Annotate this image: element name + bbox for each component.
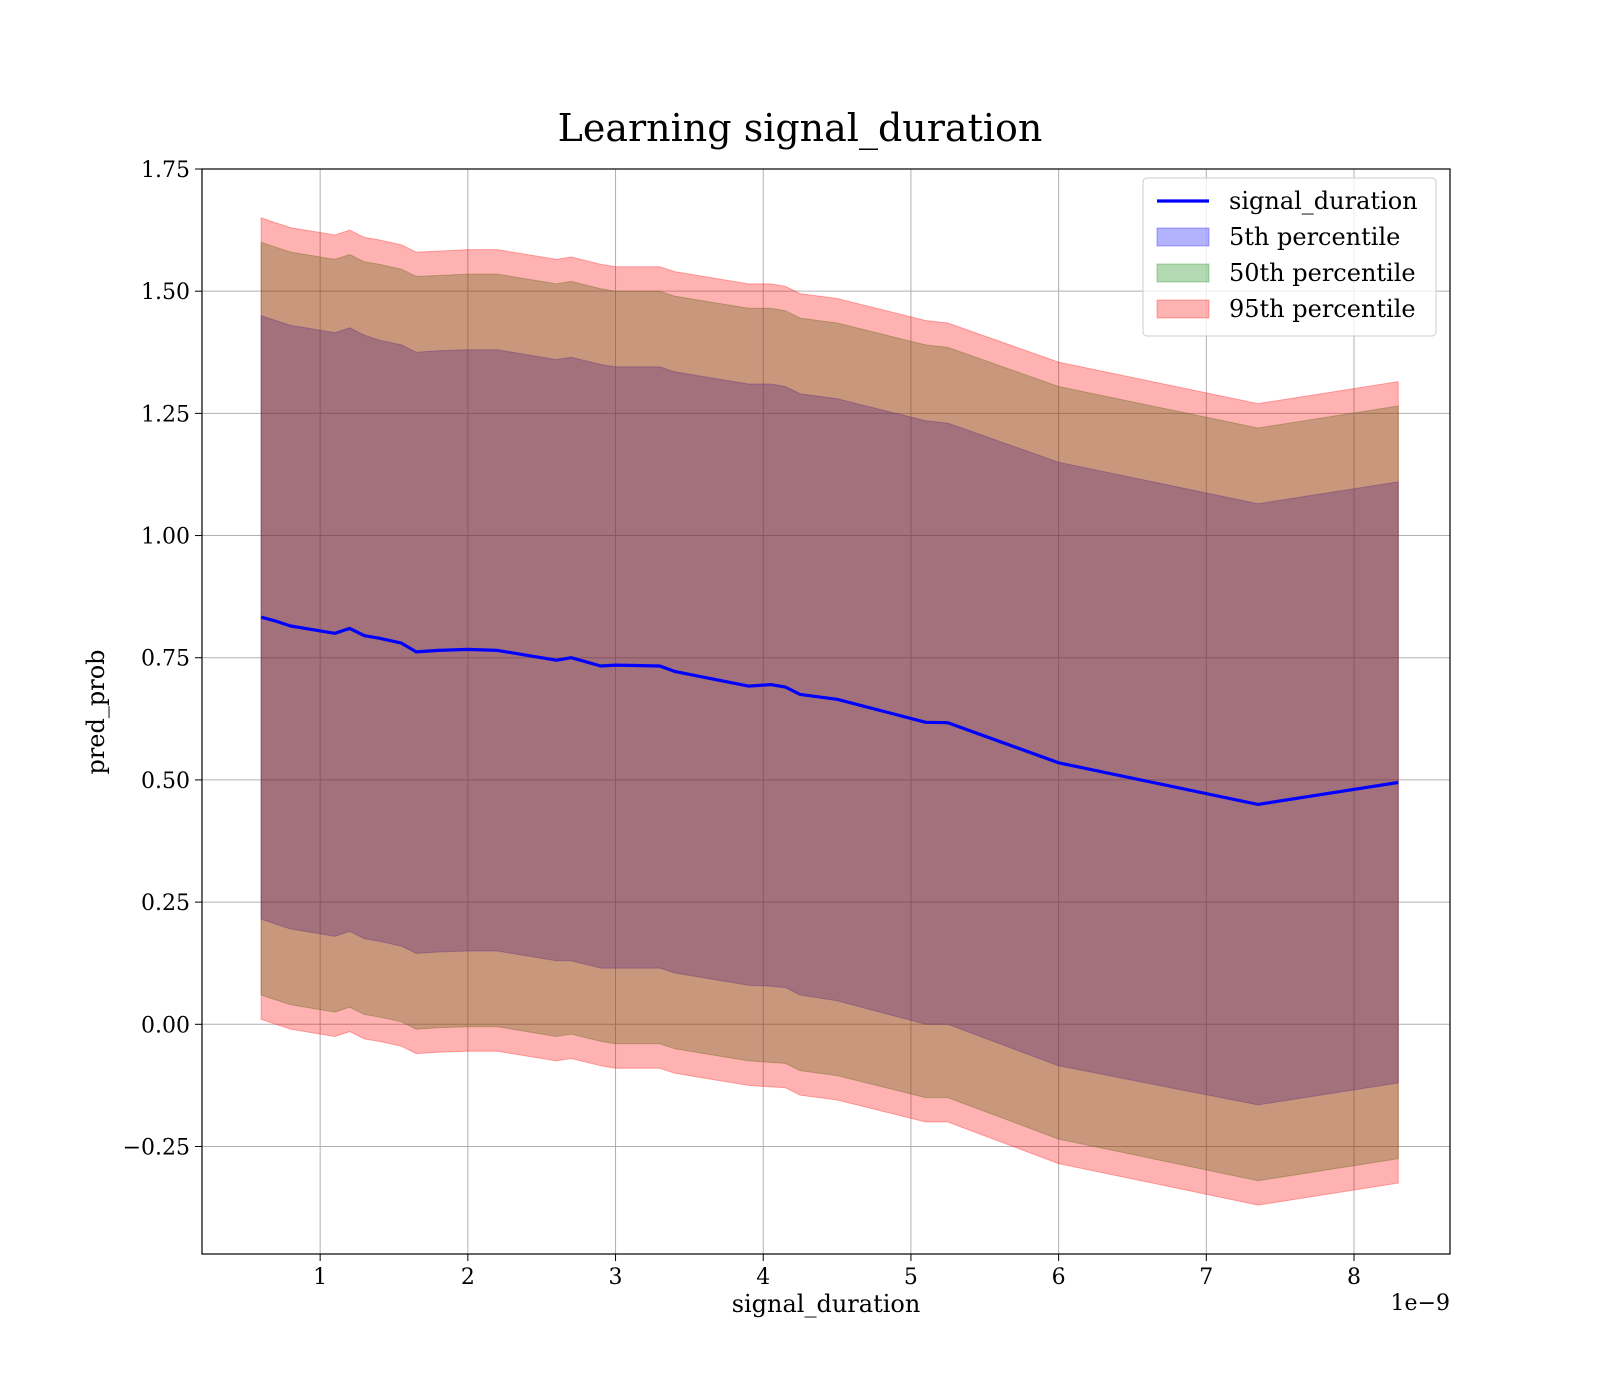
x-axis-ticks: 1 2 3 4 5 6 7 8 [313, 1254, 1361, 1290]
x-tick-label-7: 8 [1347, 1265, 1361, 1290]
band-5th-percentile [260, 314, 1399, 1106]
y-tick-label-6: 1.25 [141, 402, 190, 427]
y-axis-label: pred_prob [82, 649, 110, 774]
x-tick-label-4: 5 [904, 1265, 918, 1290]
legend-label-0: signal_duration [1229, 187, 1418, 215]
legend-label-2: 50th percentile [1229, 259, 1416, 287]
chart-title: Learning signal_duration [558, 106, 1043, 151]
legend-swatch-1 [1156, 227, 1210, 247]
legend-swatch-2 [1156, 263, 1210, 283]
x-tick-label-3: 4 [756, 1265, 770, 1290]
legend-box [1142, 177, 1437, 337]
series-lines [260, 615, 1399, 807]
x-tick-label-0: 1 [313, 1265, 327, 1290]
x-axis-label: signal_duration [732, 1290, 921, 1318]
band-50th-percentile [260, 241, 1399, 1182]
y-tick-label-2: 0.25 [141, 891, 190, 916]
y-axis-ticks: −0.25 0.00 0.25 0.50 0.75 1.00 1.25 1.50 1.75 [123, 158, 202, 1160]
legend: signal_duration 5th percentile 50th percen… [1142, 177, 1437, 337]
legend-label-3: 95th percentile [1229, 295, 1416, 323]
y-tick-label-8: 1.75 [141, 158, 190, 183]
line-signal_duration [260, 615, 1399, 807]
y-tick-label-0: −0.25 [123, 1135, 190, 1160]
x-axis-offset-text: 1e−9 [1391, 1291, 1450, 1316]
x-tick-label-5: 6 [1052, 1265, 1066, 1290]
y-tick-label-4: 0.75 [141, 647, 190, 672]
plot-frame [201, 168, 1451, 1255]
band-95th-percentile [260, 217, 1399, 1206]
x-tick-label-2: 3 [609, 1265, 623, 1290]
x-tick-label-6: 7 [1199, 1265, 1213, 1290]
y-tick-label-5: 1.00 [141, 525, 190, 550]
y-tick-label-1: 0.00 [141, 1013, 190, 1038]
y-tick-label-7: 1.50 [141, 280, 190, 305]
legend-swatch-3 [1156, 299, 1210, 319]
x-tick-label-1: 2 [461, 1265, 475, 1290]
percentile-bands [260, 217, 1399, 1206]
legend-label-1: 5th percentile [1229, 223, 1400, 251]
y-tick-label-3: 0.50 [141, 769, 190, 794]
